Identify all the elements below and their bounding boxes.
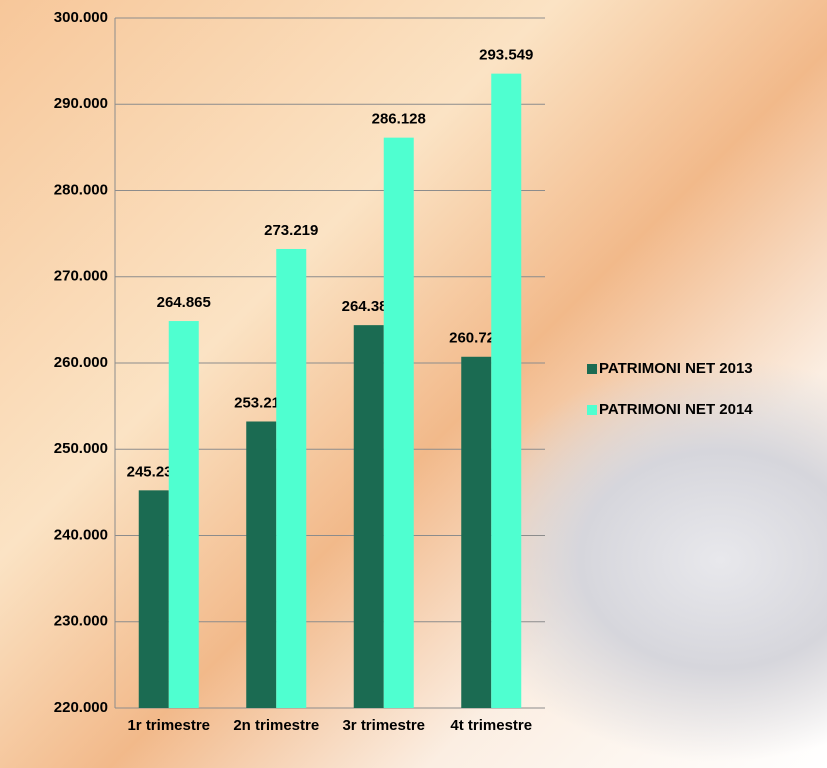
y-tick-label: 240.000 xyxy=(54,526,108,543)
y-tick-label: 220.000 xyxy=(54,699,108,716)
y-tick-label: 290.000 xyxy=(54,95,108,112)
chart: 220.000 230.000 240.000 250.000 260.000 270.0… xyxy=(0,0,827,768)
legend-swatch xyxy=(587,364,597,374)
legend-label: PATRIMONI NET 2013 xyxy=(599,360,753,377)
y-tick-label: 250.000 xyxy=(54,440,108,457)
bar xyxy=(246,421,276,708)
bar xyxy=(384,138,414,708)
legend-label: PATRIMONI NET 2014 xyxy=(599,401,753,418)
x-tick-label: 1r trimestre xyxy=(119,716,219,735)
bar xyxy=(276,249,306,708)
bar xyxy=(461,357,491,708)
data-label: 293.549 xyxy=(479,47,533,64)
y-tick-label: 280.000 xyxy=(54,181,108,198)
data-label: 286.128 xyxy=(372,111,426,128)
y-tick-label: 300.000 xyxy=(54,9,108,26)
x-tick-label: 4t trimestre xyxy=(441,716,541,735)
bar xyxy=(139,490,169,708)
bar xyxy=(491,74,521,708)
x-tick-label: 2n trimestre xyxy=(226,716,326,735)
x-tick-label: 3r trimestre xyxy=(334,716,434,735)
data-label: 264.865 xyxy=(157,294,211,311)
bar xyxy=(169,321,199,708)
y-tick-label: 270.000 xyxy=(54,268,108,285)
y-tick-label: 260.000 xyxy=(54,354,108,371)
y-tick-label: 230.000 xyxy=(54,613,108,630)
page: 220.000 230.000 240.000 250.000 260.000 270.0… xyxy=(0,0,827,768)
data-label: 273.219 xyxy=(264,222,318,239)
bar xyxy=(354,325,384,708)
legend-swatch xyxy=(587,405,597,415)
